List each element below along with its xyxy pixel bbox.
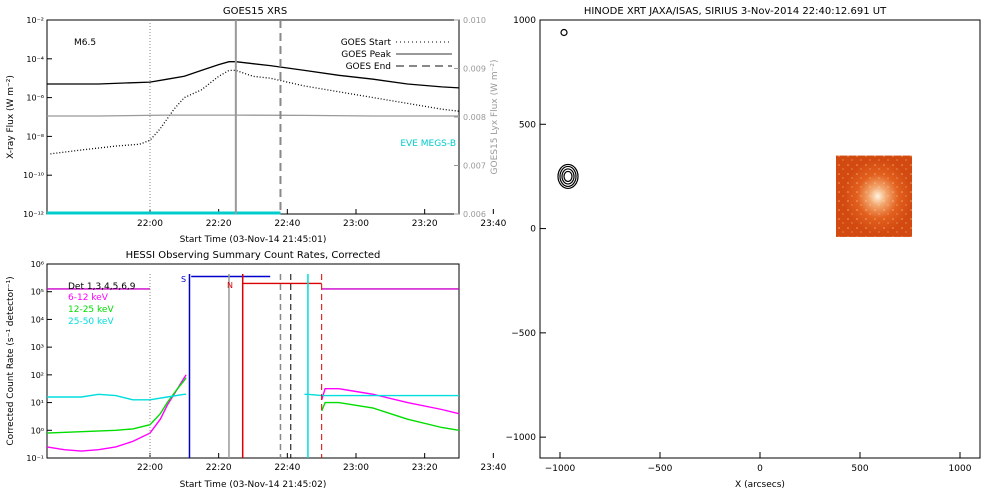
hessi-legend-title: Det 1,3,4,5,6,9: [68, 282, 136, 292]
hessi-series-line-3: [321, 401, 460, 431]
hinode-xtick-label: 500: [851, 464, 868, 474]
goes-xlabel: Start Time (03-Nov-14 21:45:01): [180, 235, 327, 245]
goes-ytick-label: 10⁻¹²: [23, 210, 44, 219]
goes-xtick-label: 22:00: [137, 219, 163, 229]
goes-event-lines: [149, 20, 282, 214]
hinode-plot-frame: [539, 19, 981, 459]
goes-ytick-label: 10⁻⁶: [26, 94, 44, 103]
goes-y2tick-label: 0.007: [463, 162, 486, 171]
hessi-series-line-5: [304, 393, 459, 397]
hinode-xtick-label: −500: [648, 464, 673, 474]
goes-y2tick-label: 0.006: [463, 210, 486, 219]
xrt-image-patch: [836, 155, 912, 237]
goes-xtick-label: 23:20: [412, 219, 438, 229]
hessi-series-line-2: [46, 377, 187, 434]
goes-xtick-label: 22:40: [274, 219, 300, 229]
goes-xtick-label: 23:00: [343, 219, 369, 229]
hinode-title: HINODE XRT JAXA/ISAS, SIRIUS 3-Nov-2014 …: [584, 6, 887, 17]
hessi-event-lines: [149, 274, 323, 458]
goes-ytick-label: 10⁻²: [26, 16, 44, 25]
goes-y2tick-label: 0.008: [463, 113, 486, 122]
hessi-series: [46, 275, 460, 452]
goes-y2tick-label: 0.010: [463, 16, 486, 25]
hessi-ytick-label: 10⁶: [31, 260, 44, 269]
hessi-series-line-4: [47, 393, 187, 401]
hessi-series-line-1: [321, 388, 460, 415]
goes-ytick-label: 10⁻⁸: [26, 132, 44, 141]
hinode-xtick-label: 0: [757, 464, 763, 474]
hessi-ytick-label: 10⁰: [31, 426, 44, 435]
hessi-marker-n: N: [227, 281, 233, 290]
xrt-image-speckle: [836, 155, 912, 237]
hessi-ytick-label: 10²: [31, 371, 44, 380]
hinode-xtick-label: 1000: [949, 464, 972, 474]
hessi-xtick-label: 23:20: [412, 463, 438, 473]
hessi-legend-12-25: 12-25 keV: [68, 305, 114, 315]
goes-y2tick-label: 0.009: [463, 65, 486, 74]
hessi-ytick-label: 10¹: [31, 399, 44, 408]
hessi-legend-25-50: 25-50 keV: [68, 317, 114, 327]
goes-ticks: 22:00 22:20 22:40 23:00 23:20 23:40 10⁻¹² 10⁻¹⁰…: [23, 16, 506, 229]
hessi-ytick-label: 10⁻¹: [26, 454, 44, 463]
goes-ylabel: X-ray Flux (W m⁻²): [6, 75, 16, 159]
contour-level-2: [561, 168, 575, 185]
contour-level-3: [563, 170, 573, 183]
goes-series: [47, 61, 460, 215]
hessi-ytick-label: 10⁵: [31, 288, 44, 297]
legend-goes-start: GOES Start: [341, 38, 392, 48]
legend-goes-peak: GOES Peak: [341, 50, 391, 60]
goes-xrs-panel: GOES15 XRS 22:00 22:20 22:40 23:00 23:20 23:4…: [6, 6, 507, 245]
hinode-ytick-label: 0: [530, 225, 536, 235]
hessi-xtick-label: 23:00: [343, 463, 369, 473]
hinode-panel: HINODE XRT JAXA/ISAS, SIRIUS 3-Nov-2014 …: [506, 6, 981, 490]
hessi-plot-frame: [46, 263, 460, 459]
goes-ytick-label: 10⁻¹⁰: [23, 171, 44, 180]
hinode-ticks: −1000 −500 0 500 1000 −1000 −500 0 500 1000: [506, 16, 972, 474]
hessi-title: HESSI Observing Summary Count Rates, Cor…: [126, 250, 381, 261]
contour-level-0: [557, 163, 579, 190]
goes-xtick-label: 22:20: [206, 219, 232, 229]
goes-xtick-label: 23:40: [480, 219, 506, 229]
hessi-contours: [557, 28, 579, 190]
goes-y2label: GOES15 Lyx Flux (W m⁻²): [490, 60, 500, 175]
hessi-ytick-label: 10³: [31, 343, 44, 352]
hinode-ytick-label: −500: [511, 329, 536, 339]
goes-ytick-label: 10⁻⁴: [26, 55, 44, 64]
hessi-xtick-label: 22:20: [206, 463, 232, 473]
hessi-legend-6-12: 6-12 keV: [68, 293, 109, 303]
hessi-xlabel: Start Time (03-Nov-14 21:45:02): [180, 480, 327, 490]
hinode-ytick-label: 1000: [513, 16, 536, 26]
hessi-legend: Det 1,3,4,5,6,9 6-12 keV 12-25 keV 25-50…: [68, 282, 136, 327]
goes-plot-frame: [46, 19, 460, 215]
goes-title: GOES15 XRS: [223, 6, 287, 17]
hessi-panel: HESSI Observing Summary Count Rates, Cor…: [6, 250, 507, 490]
hessi-ytick-label: 10⁴: [31, 315, 44, 324]
hinode-xlabel: X (arcsecs): [735, 480, 785, 490]
small-contour-marker: [560, 28, 568, 37]
hessi-marker-s: S: [181, 275, 186, 284]
goes-flare-class: M6.5: [74, 38, 96, 48]
goes-series-line-2: [47, 114, 459, 117]
legend-goes-end: GOES End: [346, 62, 391, 72]
hessi-ylabel: Corrected Count Rate (s⁻¹ detector⁻¹): [6, 276, 16, 445]
goes-eve-label: EVE MEGS-B: [400, 139, 456, 149]
hessi-series-line-0: [46, 374, 187, 452]
contour-level-1: [559, 165, 577, 188]
hessi-ticks: 22:00 22:20 22:40 23:00 23:20 23:40 10⁻¹ 10⁰ 10¹…: [26, 260, 506, 473]
hinode-ytick-label: 500: [519, 120, 536, 130]
hinode-xtick-label: −1000: [545, 464, 576, 474]
hessi-xtick-label: 23:40: [480, 463, 506, 473]
hinode-ytick-label: −1000: [506, 433, 537, 443]
hessi-xtick-label: 22:00: [137, 463, 163, 473]
hessi-xtick-label: 22:40: [274, 463, 300, 473]
goes-legend: GOES Start GOES Peak GOES End: [341, 38, 452, 72]
